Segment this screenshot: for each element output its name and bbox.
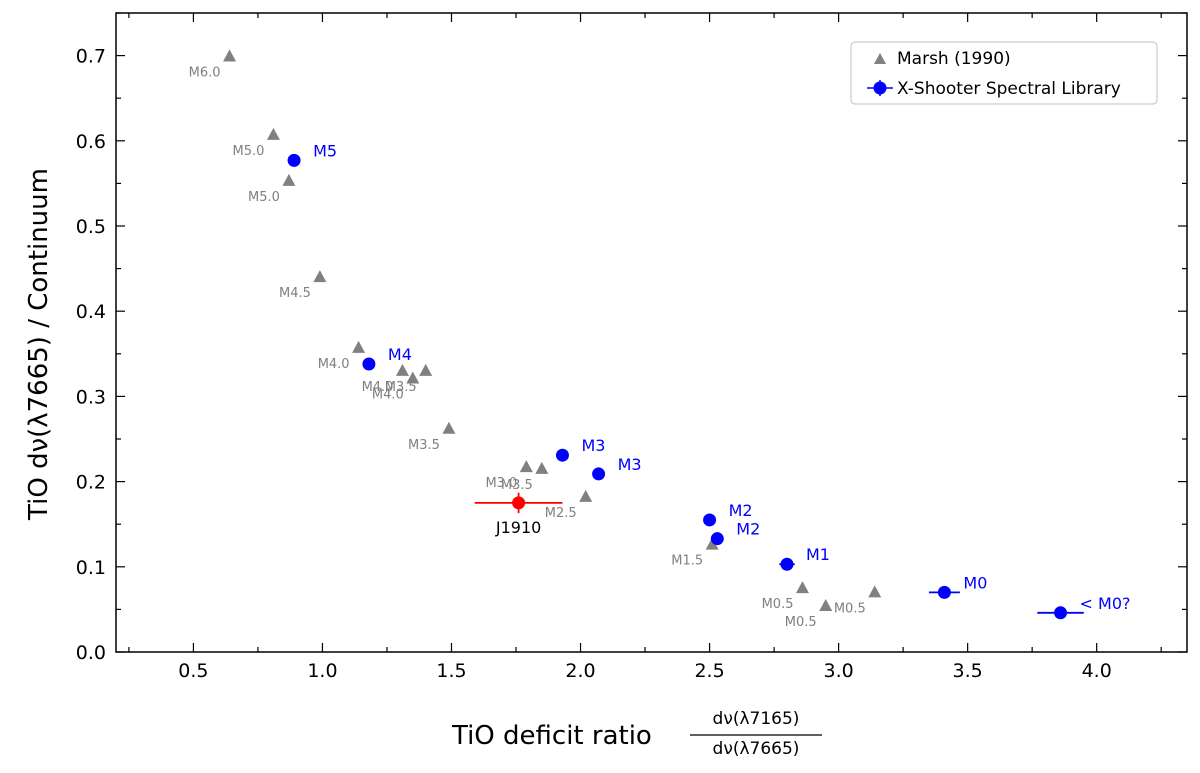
y-tick-label: 0.6	[76, 131, 106, 153]
marsh-point	[819, 598, 833, 611]
target-point-label: J1910	[495, 518, 541, 537]
marsh-point	[406, 371, 420, 384]
xsl-point	[362, 357, 376, 371]
xsl-point-label: M5	[313, 141, 337, 160]
marsh-point-label: M3.5	[501, 478, 533, 493]
y-tick-label: 0.1	[76, 557, 106, 579]
marsh-point-label: M3.0	[485, 476, 517, 491]
marsh-point-label: M6.0	[189, 65, 221, 80]
y-axis-title: TiO dν(λ7665) / Continuum	[24, 168, 54, 521]
marsh-point-label: M4.0	[318, 357, 350, 372]
marsh-point	[795, 581, 809, 594]
xsl-point	[703, 513, 717, 527]
target-point	[512, 496, 526, 510]
x-axis-title: TiO deficit ratio dν(λ7165) dν(λ7665)	[451, 709, 822, 759]
y-tick-label: 0.2	[76, 472, 106, 494]
y-tick-label: 0.0	[76, 642, 106, 664]
y-tick-label: 0.4	[76, 301, 106, 323]
x-tick-label: 3.5	[953, 660, 983, 682]
xsl-point	[780, 557, 794, 571]
xsl-point	[592, 467, 606, 481]
marsh-point-label: M0.5	[834, 601, 866, 616]
xsl-point-label: M1	[806, 545, 830, 564]
xsl-point	[1054, 606, 1068, 620]
marsh-point	[395, 363, 409, 376]
marsh-point	[535, 461, 549, 474]
marsh-point	[519, 460, 533, 473]
xsl-point	[287, 153, 301, 167]
x-tick-label: 4.0	[1082, 660, 1112, 682]
marsh-point-label: M3.5	[385, 380, 417, 395]
xsl-point	[555, 448, 569, 462]
marsh-point	[442, 421, 456, 434]
marsh-point-label: M4.0	[372, 388, 404, 403]
x-tick-label: 2.0	[565, 660, 595, 682]
marsh-point	[579, 489, 593, 502]
marsh-point	[223, 49, 237, 62]
marsh-point	[266, 127, 280, 140]
marsh-point-label: M3.5	[408, 438, 440, 453]
marsh-point	[313, 270, 327, 283]
marsh-point-label: M2.5	[545, 506, 577, 521]
legend-label-marsh: Marsh (1990)	[897, 49, 1011, 69]
marsh-point	[705, 537, 719, 550]
xsl-point-label: M3	[618, 455, 642, 474]
legend-triangle-marker	[874, 53, 886, 64]
x-axis-title-text: TiO deficit ratio	[451, 721, 652, 751]
legend-circle-marker	[873, 81, 887, 95]
xsl-point-label: M2	[736, 520, 760, 539]
marsh-point	[419, 363, 433, 376]
legend-box	[850, 41, 1158, 105]
x-tick-label: 3.0	[823, 660, 853, 682]
xsl-point-label: M3	[581, 436, 605, 455]
axes: 0.5 1.0 1.5 2.0 2.5 3.0 3.5 4.0 0.0 0.1 0.2 0.3 0.4 0…	[76, 12, 1188, 682]
marsh-point	[868, 585, 882, 598]
legend-label-xsl: X-Shooter Spectral Library	[897, 79, 1121, 99]
x-axis-title-numerator: dν(λ7165)	[713, 709, 800, 729]
legend: Marsh (1990) X-Shooter Spectral Library	[850, 41, 1158, 105]
marsh-point	[352, 340, 366, 353]
marsh-point-label: M0.5	[762, 597, 794, 612]
marsh-point-label: M5.0	[233, 144, 265, 159]
xsl-point-label: M0	[963, 573, 987, 592]
xsl-point-label: M4	[388, 345, 412, 364]
plot-marks: M6.0M5.0M5.0M4.5M4.0M4.0M4.0M3.5M3.5M3.0…	[189, 49, 1131, 630]
x-tick-label: 0.5	[178, 660, 208, 682]
xsl-point	[710, 532, 724, 546]
x-tick-label: 1.0	[307, 660, 337, 682]
marsh-point-label: M4.0	[362, 380, 394, 395]
x-tick-label: 1.5	[436, 660, 466, 682]
marsh-point-label: M4.5	[279, 286, 311, 301]
y-tick-label: 0.7	[76, 46, 106, 68]
y-tick-label: 0.3	[76, 386, 106, 408]
marsh-point-label: M5.0	[248, 190, 280, 205]
marsh-point-label: M0.5	[785, 615, 817, 630]
x-axis-title-denominator: dν(λ7665)	[713, 739, 800, 759]
marsh-point-label: M1.5	[671, 554, 703, 569]
xsl-point	[937, 585, 951, 599]
plot-frame	[115, 12, 1188, 653]
marsh-point	[282, 173, 296, 186]
y-tick-label: 0.5	[76, 216, 106, 238]
x-tick-label: 2.5	[694, 660, 724, 682]
xsl-point-label: M2	[729, 501, 753, 520]
xsl-point-label: < M0?	[1080, 594, 1131, 613]
